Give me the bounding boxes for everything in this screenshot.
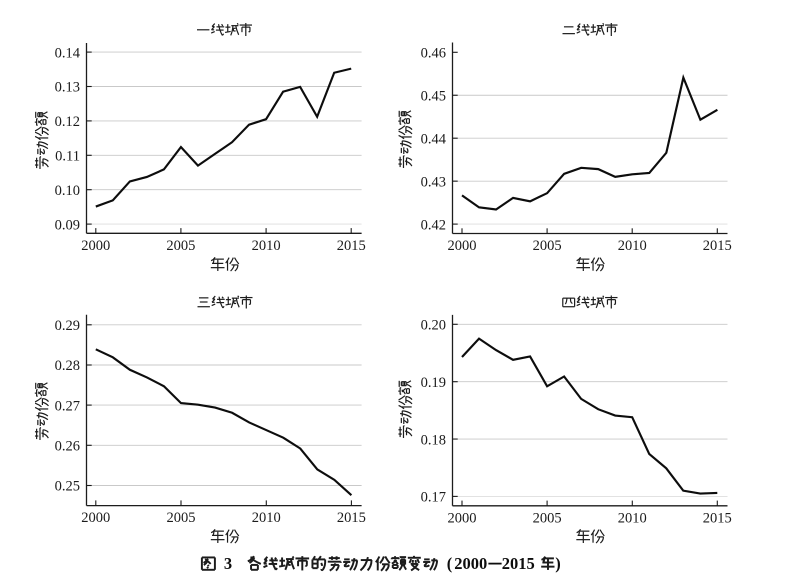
svg-text:0.25: 0.25 xyxy=(55,479,80,495)
svg-text:0.12: 0.12 xyxy=(55,114,80,130)
svg-text:0.20: 0.20 xyxy=(421,318,446,334)
svg-text:2005: 2005 xyxy=(533,510,562,526)
svg-text:0.13: 0.13 xyxy=(55,80,80,96)
svg-text:0.46: 0.46 xyxy=(421,46,446,62)
svg-text:2000: 2000 xyxy=(454,554,487,573)
svg-text:3: 3 xyxy=(224,554,232,573)
svg-text:2005: 2005 xyxy=(166,238,195,254)
svg-text:0.10: 0.10 xyxy=(55,183,80,199)
svg-text:2015: 2015 xyxy=(703,238,732,254)
svg-text:2015: 2015 xyxy=(337,510,366,526)
svg-text:0.26: 0.26 xyxy=(55,439,80,455)
svg-text:2005: 2005 xyxy=(167,510,196,526)
svg-text:0.17: 0.17 xyxy=(421,490,446,506)
svg-text:2015: 2015 xyxy=(703,510,732,526)
svg-text:0.42: 0.42 xyxy=(421,217,446,233)
svg-text:0.43: 0.43 xyxy=(421,174,446,190)
svg-text:2010: 2010 xyxy=(252,510,281,526)
svg-text:0.44: 0.44 xyxy=(421,131,447,147)
svg-text:2000: 2000 xyxy=(448,510,477,526)
svg-text:0.45: 0.45 xyxy=(421,88,446,104)
svg-text:0.19: 0.19 xyxy=(421,375,446,391)
svg-text:0.29: 0.29 xyxy=(55,318,80,334)
svg-text:2000: 2000 xyxy=(81,238,110,254)
svg-text:2010: 2010 xyxy=(618,238,647,254)
svg-text:0.27: 0.27 xyxy=(55,398,80,414)
svg-text:2010: 2010 xyxy=(252,238,281,254)
svg-text:2005: 2005 xyxy=(533,238,562,254)
svg-text:0.18: 0.18 xyxy=(421,432,446,448)
svg-text:2010: 2010 xyxy=(618,510,647,526)
svg-text:0.28: 0.28 xyxy=(55,358,80,374)
svg-text:0.09: 0.09 xyxy=(55,217,80,233)
svg-text:2015: 2015 xyxy=(502,554,535,573)
svg-text:2015: 2015 xyxy=(337,238,366,254)
svg-text:0.14: 0.14 xyxy=(55,45,81,61)
svg-text:(: ( xyxy=(447,554,453,573)
svg-text:2000: 2000 xyxy=(81,510,110,526)
svg-text:0.11: 0.11 xyxy=(55,149,80,165)
svg-text:2000: 2000 xyxy=(448,238,477,254)
svg-text:): ) xyxy=(555,554,561,573)
